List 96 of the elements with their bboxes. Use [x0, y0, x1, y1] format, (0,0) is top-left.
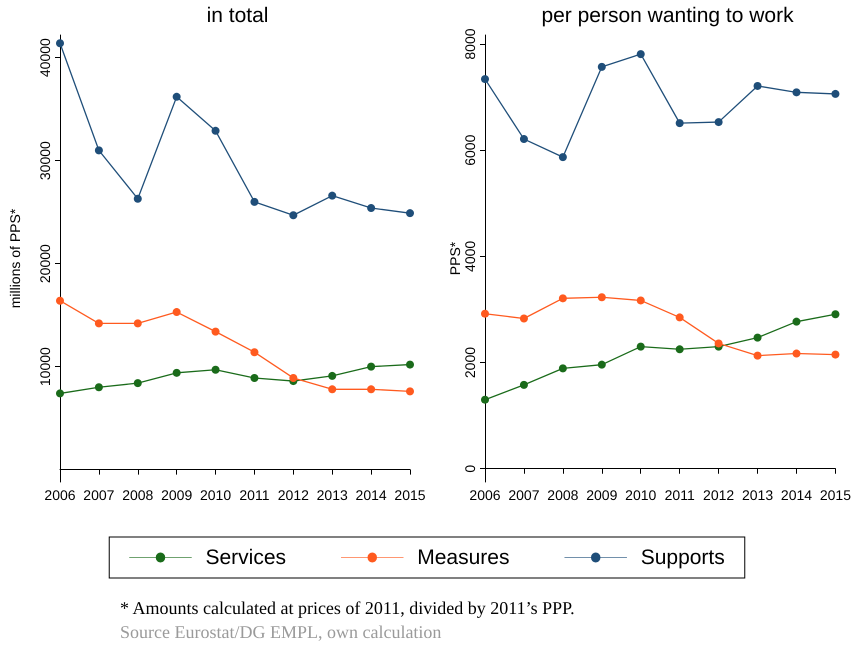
x-tick-label: 2011 [664, 487, 695, 503]
point [134, 194, 142, 203]
point [676, 119, 684, 128]
y-tick-label: 10000 [37, 346, 53, 386]
point [134, 379, 142, 388]
point [831, 90, 840, 98]
point [636, 50, 645, 58]
x-tick-label: 2006 [44, 487, 76, 503]
point [792, 350, 800, 358]
x-tick-label: 2011 [239, 487, 270, 503]
y-tick-label: 2000 [462, 346, 478, 378]
point [792, 88, 800, 96]
point [636, 342, 645, 351]
point [56, 39, 64, 48]
x-tick-label: 2009 [161, 487, 192, 503]
y-axis-title: millions of PPS* [7, 208, 23, 308]
x-tick-label: 2007 [83, 487, 115, 503]
legend-label: Services [205, 546, 286, 569]
y-tick-label: 0 [462, 464, 478, 473]
x-tick-label: 2012 [278, 487, 310, 503]
point [94, 383, 103, 392]
point [831, 350, 840, 359]
y-tick-label: 20000 [37, 244, 53, 284]
chart-title: in total [206, 4, 268, 27]
point [754, 334, 762, 342]
y-tick-label: 40000 [37, 38, 53, 78]
x-tick-label: 2013 [742, 487, 774, 503]
y-tick-label: 30000 [37, 140, 53, 180]
point [831, 310, 840, 318]
point [250, 198, 258, 206]
x-tick-label: 2014 [356, 487, 387, 503]
point [406, 360, 414, 369]
text: * Amounts calculated at prices of 2011, divided by 2011’s PPP. [120, 597, 575, 620]
point [520, 314, 528, 322]
point [481, 396, 489, 404]
point [172, 92, 181, 101]
point [172, 308, 181, 316]
point [328, 372, 336, 380]
x-tick-label: 2006 [469, 487, 501, 503]
y-axis-title: PPS* [447, 241, 464, 276]
x-tick-label: 2012 [703, 487, 734, 503]
point [754, 82, 762, 90]
x-tick-label: 2010 [200, 487, 232, 503]
point [250, 374, 258, 382]
point [172, 368, 181, 377]
x-tick-label: 2015 [820, 487, 852, 503]
legend-label: Supports [640, 546, 725, 569]
point [558, 364, 567, 372]
point [481, 75, 489, 84]
y-tick-label: 6000 [462, 134, 478, 166]
point [406, 209, 414, 218]
point [328, 385, 336, 394]
x-tick-label: 2010 [625, 487, 657, 503]
point [250, 348, 258, 356]
point [56, 389, 64, 398]
x-tick-label: 2015 [394, 487, 426, 503]
point [754, 352, 762, 360]
x-tick-label: 2009 [586, 487, 618, 503]
legend-label: Measures [417, 546, 510, 569]
point [212, 126, 220, 135]
point [56, 296, 64, 305]
point [406, 387, 414, 396]
point [367, 204, 376, 212]
chart-title: per person wanting to work [541, 4, 794, 27]
y-tick-label: 4000 [462, 240, 478, 272]
point [94, 319, 103, 328]
point [714, 339, 723, 348]
point [289, 374, 298, 382]
point [94, 146, 103, 154]
x-tick-label: 2008 [547, 487, 579, 503]
x-tick-label: 2014 [780, 487, 812, 503]
point [289, 211, 298, 220]
point [520, 135, 528, 144]
y-tick-label: 8000 [462, 28, 478, 60]
point [212, 328, 220, 336]
point [367, 362, 376, 371]
point [558, 294, 567, 302]
point [598, 360, 606, 369]
point [328, 192, 336, 200]
point [134, 319, 142, 328]
point [636, 296, 645, 304]
x-tick-label: 2008 [122, 487, 154, 503]
point [714, 118, 723, 126]
point [367, 385, 376, 394]
point [598, 293, 606, 302]
point [520, 380, 528, 389]
x-tick-label: 2007 [508, 487, 540, 503]
source-note: Source Eurostat/DG EMPL, own calculation [120, 621, 442, 644]
point [676, 313, 684, 322]
point [212, 366, 220, 374]
point [792, 318, 800, 326]
point [676, 345, 684, 354]
point [598, 62, 606, 71]
x-tick-label: 2013 [316, 487, 348, 503]
point [558, 153, 567, 162]
point [481, 310, 489, 318]
